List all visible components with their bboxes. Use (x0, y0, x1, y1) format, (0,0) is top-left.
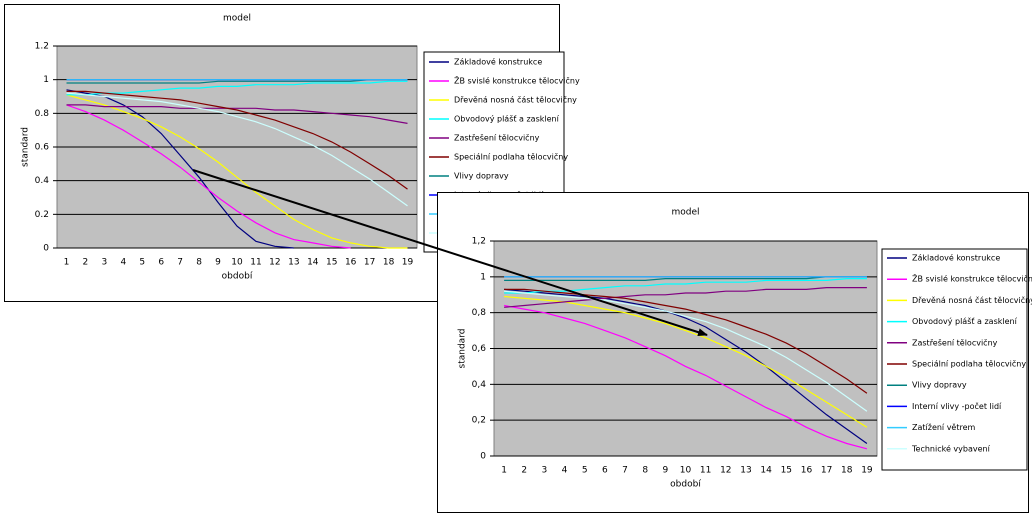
y-tick-label: 0.4 (35, 176, 50, 186)
x-tick-label: 12 (269, 258, 280, 268)
x-tick-label: 2 (83, 258, 89, 268)
x-tick-label: 8 (196, 258, 202, 268)
x-tick-label: 3 (542, 466, 548, 476)
y-axis-label: standard (458, 329, 468, 369)
x-tick-label: 6 (158, 258, 164, 268)
x-tick-label: 19 (402, 258, 414, 268)
y-tick-label: 1 (480, 272, 486, 282)
legend-label: Základové konstrukce (454, 57, 542, 67)
series-line (66, 80, 408, 96)
legend-label: Technické vybavení (911, 443, 991, 453)
x-tick-label: 14 (307, 258, 319, 268)
x-tick-label: 4 (562, 466, 568, 476)
x-tick-label: 15 (326, 258, 337, 268)
y-tick-label: 0,6 (472, 344, 487, 354)
legend-label: Dřevěná nosná část tělocvičny (454, 95, 577, 105)
x-tick-label: 9 (215, 258, 221, 268)
chart-title: model (223, 14, 251, 24)
x-tick-label: 17 (821, 466, 832, 476)
x-axis-label: období (222, 272, 253, 282)
series-line (504, 288, 868, 444)
series-line (66, 104, 351, 249)
legend-label: Obvodový plášť a zasklení (454, 114, 560, 124)
series-line (66, 92, 408, 207)
series-line (503, 304, 868, 450)
x-tick-label: 19 (861, 466, 873, 476)
series-line (504, 288, 868, 394)
x-tick-label: 7 (622, 466, 628, 476)
arrow (192, 169, 708, 337)
y-tick-label: 0,4 (472, 380, 487, 390)
x-tick-label: 13 (740, 466, 751, 476)
x-tick-label: 4 (120, 258, 126, 268)
x-tick-label: 18 (383, 258, 395, 268)
y-tick-label: 0.6 (35, 143, 50, 153)
x-tick-label: 7 (177, 258, 183, 268)
legend-label: Zatížení větrem (912, 423, 976, 432)
series-line (66, 104, 408, 124)
x-tick-label: 15 (781, 466, 792, 476)
y-tick-label: 0.2 (35, 210, 49, 220)
y-tick-label: 0 (43, 244, 49, 254)
legend-label: Vlivy dopravy (912, 381, 967, 390)
y-axis-label: standard (21, 127, 31, 167)
x-tick-label: 16 (801, 466, 813, 476)
series-line (504, 278, 867, 294)
x-tick-label: 12 (720, 466, 731, 476)
x-tick-label: 1 (64, 258, 70, 268)
y-tick-label: 0 (480, 452, 486, 462)
series-line (66, 94, 408, 249)
series-line (504, 290, 868, 412)
legend-label: ŽB svislé konstrukce tělocvičny (912, 273, 1032, 284)
x-tick-label: 11 (250, 258, 261, 268)
series-line (66, 79, 408, 84)
x-axis-label: období (670, 480, 701, 490)
series-line (504, 287, 867, 308)
legend-label: Zastřešení tělocvičny (454, 133, 540, 143)
legend-label: Zastřešení tělocvičny (912, 337, 998, 347)
y-tick-label: 1 (43, 75, 49, 85)
legend-label: Vlivy dopravy (454, 172, 509, 181)
legend-label: Dřevěná nosná část tělocvičny (912, 295, 1032, 305)
legend (881, 248, 1028, 471)
x-tick-label: 2 (521, 466, 527, 476)
x-tick-label: 11 (700, 466, 711, 476)
y-tick-label: 1,2 (472, 237, 486, 247)
y-tick-label: 0,8 (472, 308, 487, 318)
legend-label: ŽB svislé konstrukce tělocvičny (454, 75, 580, 86)
legend-label: Speciální podlaha tělocvičny (912, 359, 1026, 369)
y-tick-label: 0.8 (35, 109, 50, 119)
x-tick-label: 16 (345, 258, 357, 268)
legend-label: Speciální podlaha tělocvičny (454, 152, 568, 162)
series-line (504, 276, 867, 281)
y-tick-label: 1.2 (35, 42, 49, 52)
x-tick-label: 1 (501, 466, 507, 476)
x-tick-label: 6 (602, 466, 608, 476)
x-tick-label: 10 (680, 466, 692, 476)
x-tick-label: 8 (642, 466, 648, 476)
series-line (66, 90, 408, 190)
x-tick-label: 3 (102, 258, 108, 268)
legend-label: Obvodový plášť a zasklení (912, 316, 1018, 326)
x-tick-label: 14 (760, 466, 772, 476)
y-tick-label: 0,2 (472, 416, 486, 426)
legend-label: Interní vlivy -počet lidí (912, 401, 1002, 411)
x-tick-label: 10 (231, 258, 243, 268)
x-tick-label: 9 (662, 466, 668, 476)
chart-title: model (671, 208, 699, 218)
x-tick-label: 5 (139, 258, 145, 268)
x-tick-label: 13 (288, 258, 299, 268)
x-tick-label: 17 (364, 258, 375, 268)
x-tick-label: 18 (841, 466, 853, 476)
x-tick-label: 5 (582, 466, 588, 476)
legend-label: Základové konstrukce (912, 253, 1000, 263)
